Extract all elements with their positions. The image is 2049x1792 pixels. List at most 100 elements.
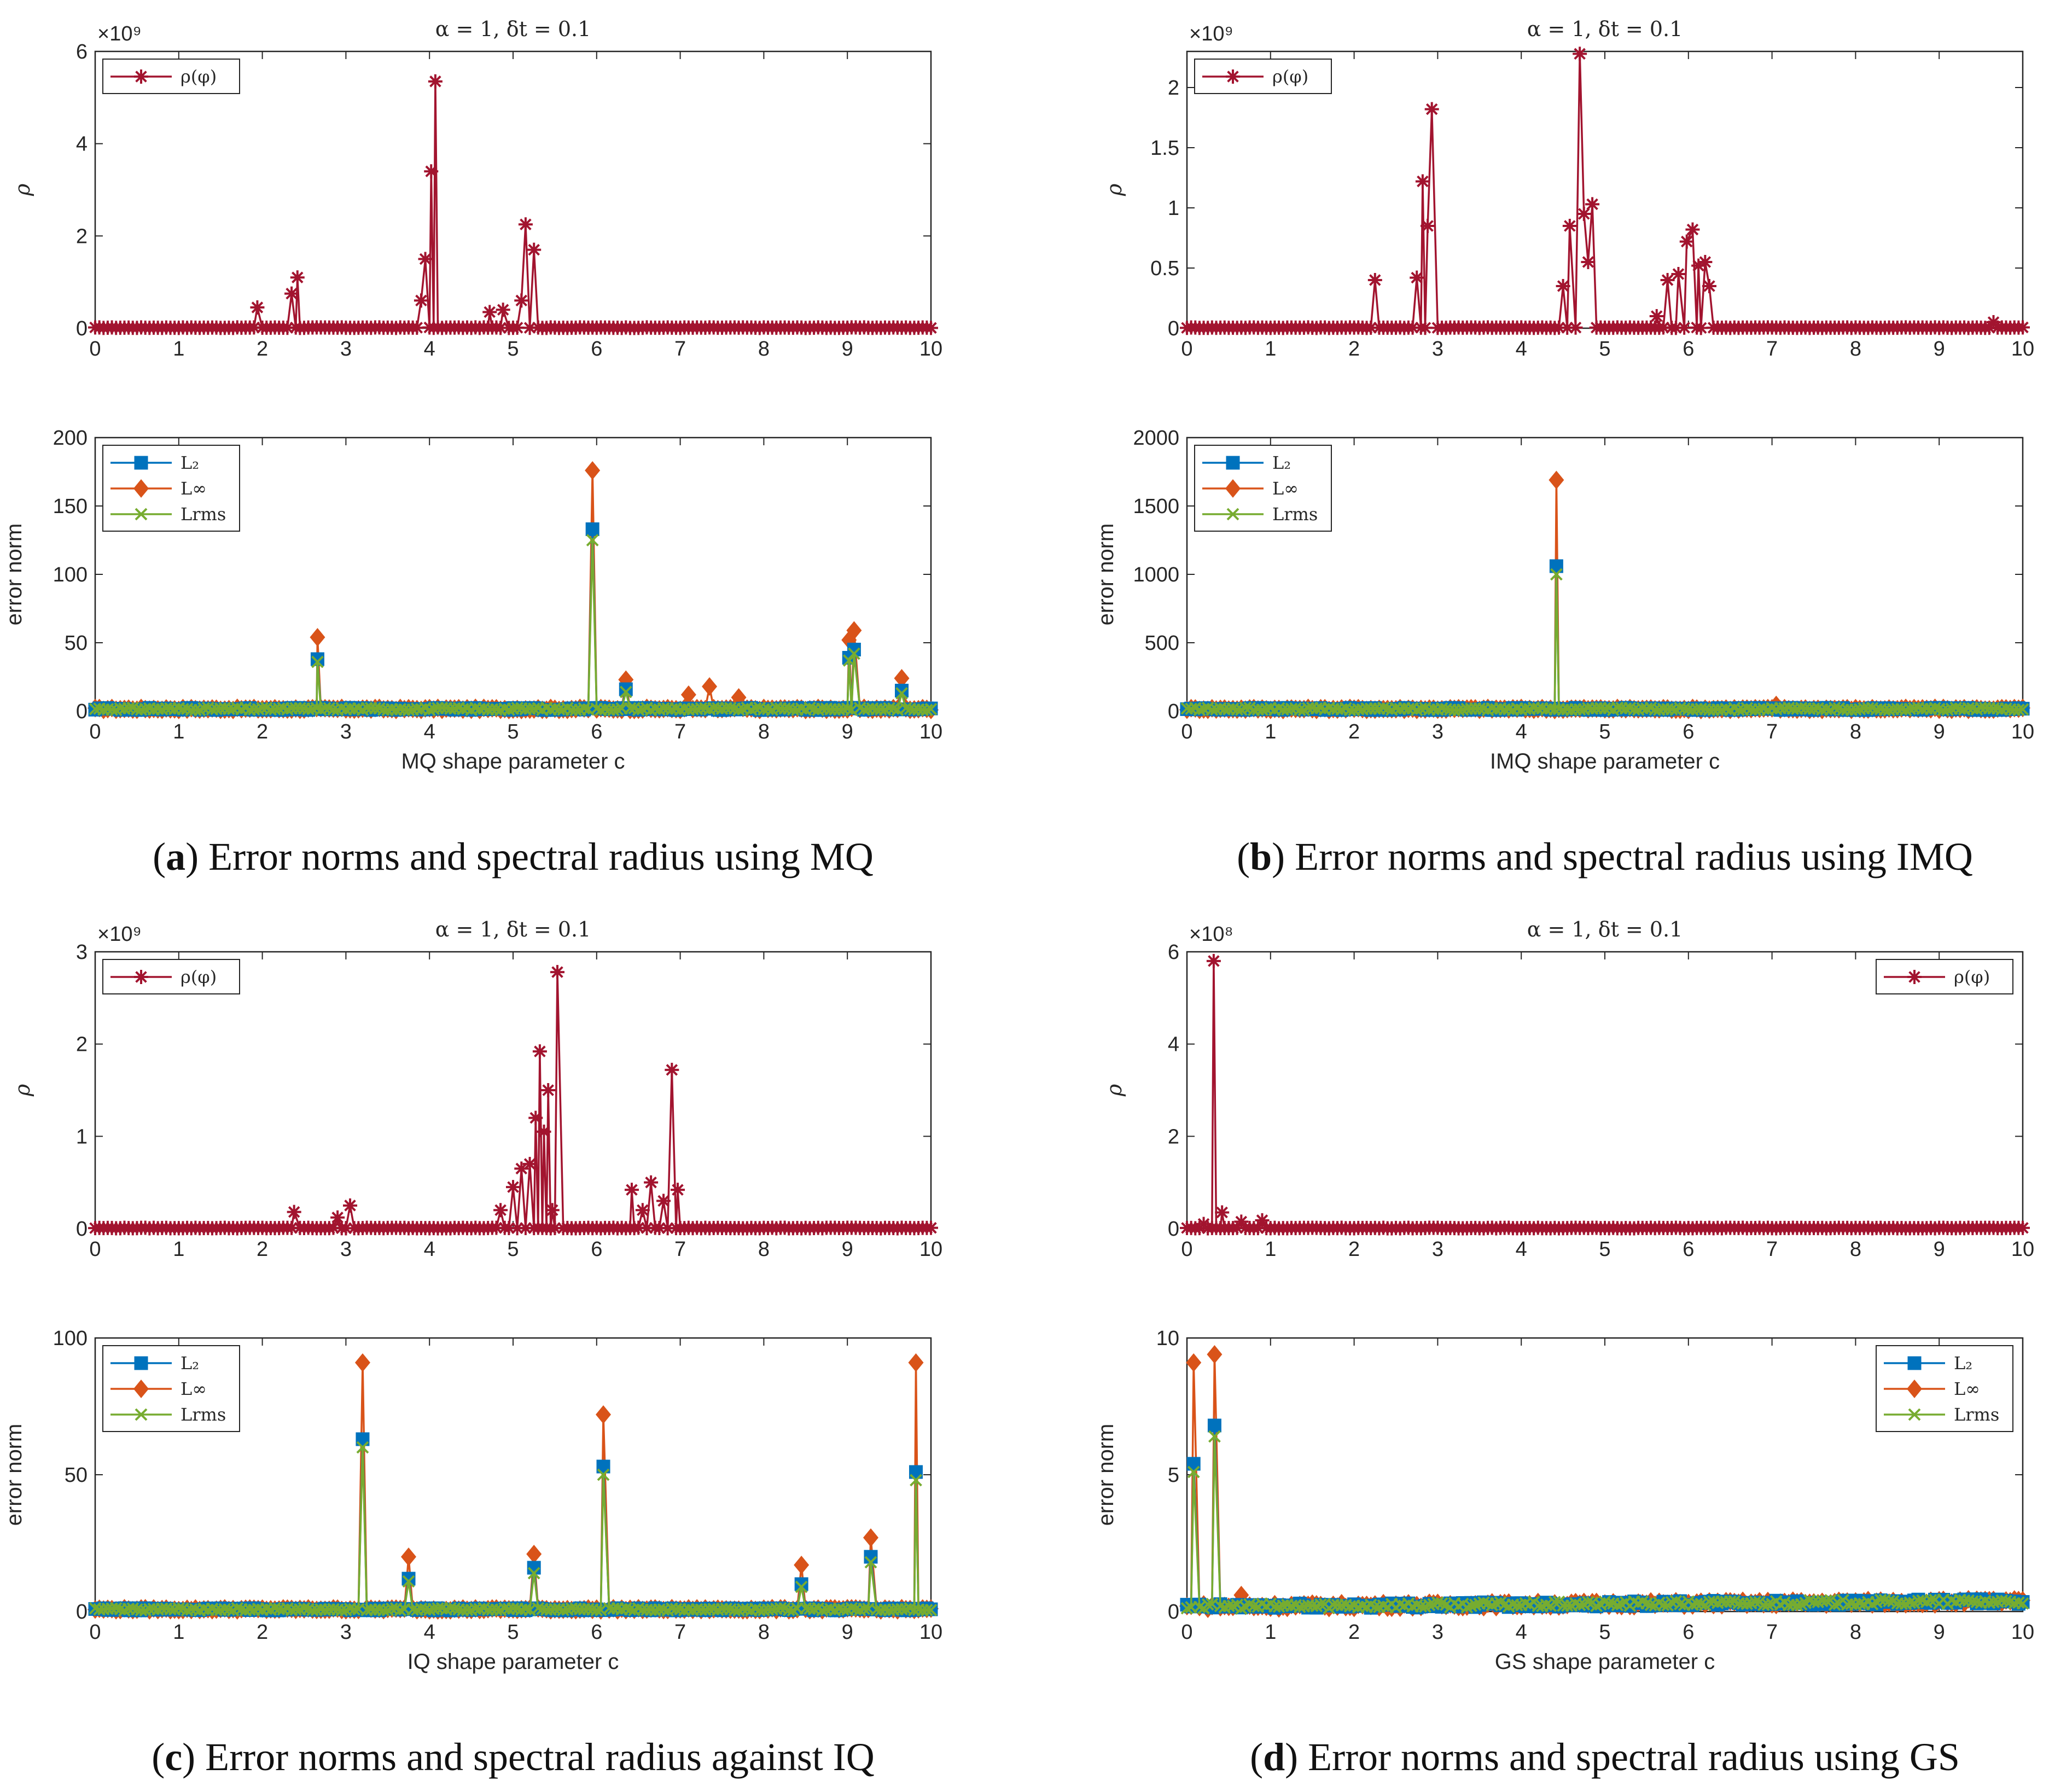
x-tick-label: 7 bbox=[674, 1238, 686, 1261]
star-stroke bbox=[925, 322, 937, 334]
x-tick-label: 7 bbox=[1766, 338, 1778, 360]
cross-stroke bbox=[552, 703, 566, 716]
data-point bbox=[894, 669, 910, 688]
star-stroke bbox=[484, 306, 496, 318]
data-point bbox=[290, 270, 305, 285]
axis-multiplier: ×10⁹ bbox=[1189, 22, 1233, 45]
legend-entry-rho: ρ(φ) bbox=[110, 66, 217, 87]
x-tick-label: 5 bbox=[507, 720, 519, 743]
x-tick-label: 9 bbox=[1934, 720, 1945, 743]
caption-label: a bbox=[166, 835, 185, 878]
caption-text: Error norms and spectral radius using IM… bbox=[1295, 835, 1973, 878]
star-stroke bbox=[281, 322, 294, 334]
data-point bbox=[414, 293, 428, 308]
cross-stroke bbox=[444, 702, 457, 715]
cross-stroke bbox=[686, 703, 699, 715]
data-point bbox=[550, 965, 564, 980]
cross-stroke bbox=[611, 703, 624, 716]
y-tick-label: 1 bbox=[76, 1125, 88, 1148]
data-point bbox=[1367, 273, 1382, 287]
legend-label: ρ(φ) bbox=[1272, 66, 1308, 87]
cross-stroke bbox=[423, 703, 436, 717]
x-tick-label: 9 bbox=[1934, 338, 1945, 360]
x-tick-label: 4 bbox=[424, 338, 435, 360]
y-tick-label: 1000 bbox=[1133, 563, 1179, 586]
y-tick-label: 1500 bbox=[1133, 495, 1179, 518]
x-tick-label: 9 bbox=[842, 338, 853, 360]
legend-label: L∞ bbox=[1272, 478, 1299, 499]
cross-stroke bbox=[607, 703, 620, 717]
y-axis-label: ρ bbox=[10, 183, 34, 196]
caption-label: b bbox=[1250, 835, 1272, 878]
caption-text: Error norms and spectral radius using MQ bbox=[208, 835, 874, 878]
data-point bbox=[343, 1198, 358, 1213]
data-point bbox=[585, 522, 599, 536]
y-tick-label: 0 bbox=[76, 1218, 88, 1241]
data-point bbox=[518, 217, 533, 232]
legend: ρ(φ) bbox=[102, 59, 240, 94]
y-tick-label: 2 bbox=[1168, 77, 1179, 100]
x-tick-label: 4 bbox=[424, 720, 435, 743]
panel-a: α = 1, δt = 0.10 1 2 3 4 5 6 7 8 9 100246ρ×10⁹ρ(φ)… bbox=[2, 17, 942, 878]
x-tick-label: 3 bbox=[340, 1238, 352, 1261]
y-tick-label: 2 bbox=[76, 1033, 88, 1056]
data-point bbox=[1556, 279, 1570, 293]
panel-c: α = 1, δt = 0.10 1 2 3 4 5 6 7 8 9 100123ρ×10⁹ρ(φ)… bbox=[2, 917, 942, 1779]
x-tick-label: 10 bbox=[919, 1238, 942, 1261]
data-point bbox=[537, 1124, 551, 1139]
cross-stroke bbox=[281, 703, 294, 716]
spectral-radius-axes: 0 1 2 3 4 5 6 7 8 9 10 0 2 4 6 ρ ×10⁹ ρ(φ) bbox=[10, 22, 942, 360]
y-tick-label: 0.5 bbox=[1150, 257, 1179, 280]
x-tick-label: 6 bbox=[591, 720, 602, 743]
data-point bbox=[1702, 279, 1716, 293]
legend-label: ρ(φ) bbox=[181, 66, 217, 87]
y-tick-label: 0 bbox=[1168, 317, 1179, 340]
legend-label: Lrms bbox=[181, 504, 226, 525]
x-tick-label: 5 bbox=[507, 338, 519, 360]
x-tick-label: 6 bbox=[591, 338, 602, 360]
data-point bbox=[1677, 321, 1692, 335]
cross-stroke bbox=[223, 702, 235, 715]
y-tick-label: 50 bbox=[65, 632, 88, 655]
data-point bbox=[924, 321, 938, 335]
caption-paren: ( bbox=[1237, 835, 1250, 878]
x-tick-label: 1 bbox=[1265, 338, 1276, 360]
x-tick-label: 1 bbox=[173, 720, 184, 743]
x-tick-label: 3 bbox=[1432, 338, 1443, 360]
y-axis-label: error norm bbox=[1094, 523, 1118, 626]
axis-multiplier: ×10⁹ bbox=[97, 923, 142, 946]
cross-stroke bbox=[302, 702, 315, 715]
y-tick-label: 0 bbox=[1168, 700, 1179, 723]
cross-stroke bbox=[578, 702, 591, 715]
data-point bbox=[586, 534, 599, 546]
data-point bbox=[1693, 321, 1708, 335]
data-point bbox=[2016, 320, 2030, 335]
cross-stroke bbox=[569, 703, 583, 717]
x-tick-label: 3 bbox=[340, 720, 352, 743]
cross-stroke bbox=[155, 703, 168, 716]
x-tick-label: 8 bbox=[758, 720, 770, 743]
y-tick-label: 150 bbox=[53, 495, 88, 518]
data-point bbox=[680, 685, 696, 704]
x-tick-label: 4 bbox=[1516, 338, 1527, 360]
plot-title: α = 1, δt = 0.1 bbox=[435, 17, 591, 41]
data-point bbox=[846, 621, 862, 640]
cross-stroke bbox=[264, 703, 277, 716]
data-point bbox=[482, 305, 497, 319]
panel-caption: (a) Error norms and spectral radius usin… bbox=[153, 835, 874, 878]
cross-stroke bbox=[502, 703, 515, 716]
data-point bbox=[702, 677, 718, 696]
data-point bbox=[611, 703, 624, 716]
x-tick-label: 5 bbox=[507, 1238, 519, 1261]
cross-stroke bbox=[653, 703, 666, 716]
x-tick-label: 7 bbox=[674, 720, 686, 743]
series-lrms bbox=[89, 534, 938, 717]
error-norm-axes: 0 1 2 3 4 5 6 7 8 9 10 0 500 1000 1500 2000 error norm IM… bbox=[1094, 427, 2034, 773]
star-stroke bbox=[497, 304, 509, 316]
y-axis-label: ρ bbox=[1102, 183, 1126, 196]
x-tick-label: 0 bbox=[1181, 720, 1192, 743]
cross-stroke bbox=[252, 703, 265, 715]
data-point bbox=[1424, 102, 1439, 117]
star-stroke bbox=[511, 322, 523, 334]
y-tick-label: 3 bbox=[76, 941, 88, 964]
